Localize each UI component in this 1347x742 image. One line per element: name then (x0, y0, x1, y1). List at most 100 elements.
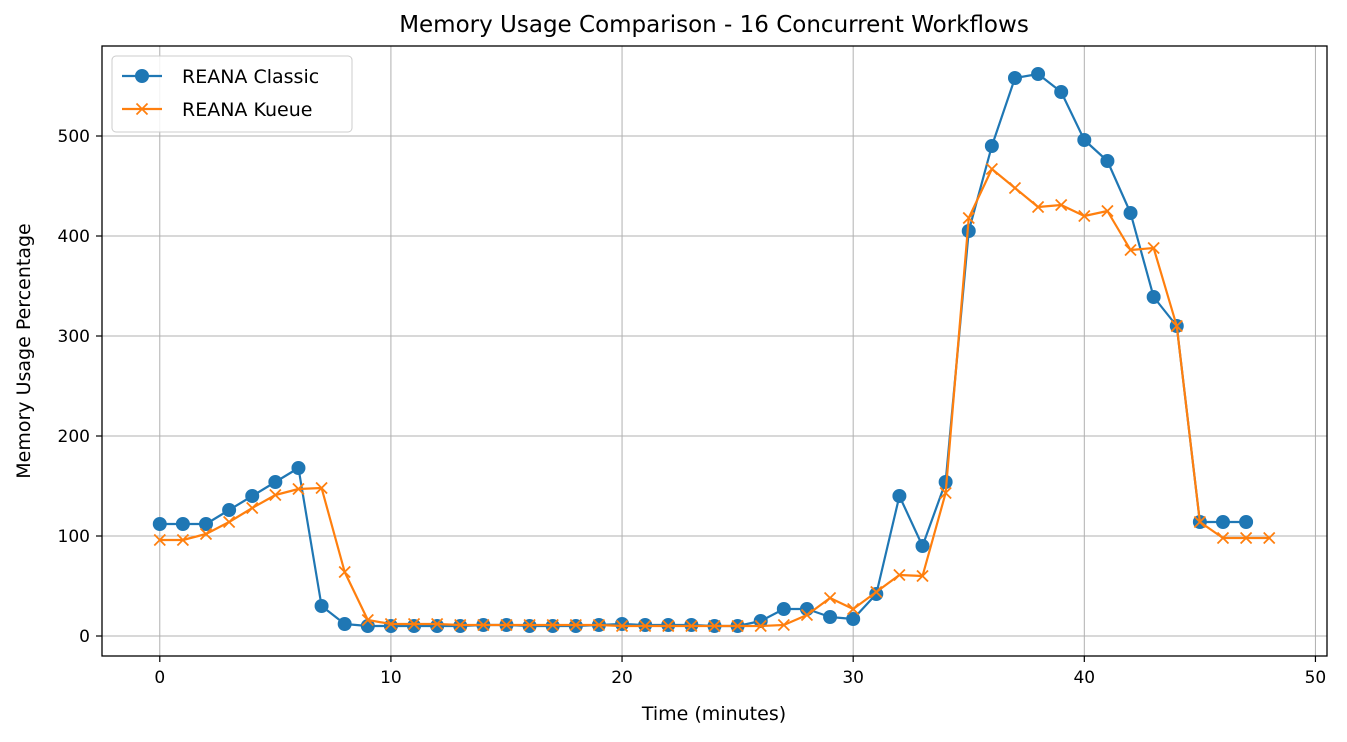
x-axis-label: Time (minutes) (641, 703, 786, 725)
data-point-reana-kueue (546, 618, 559, 632)
data-point-reana-kueue (500, 618, 513, 632)
data-point-reana-classic (799, 602, 814, 616)
data-point-reana-classic (430, 619, 445, 633)
y-tick-label: 300 (58, 327, 90, 347)
data-point-reana-kueue-stroke (199, 527, 213, 541)
data-point-reana-kueue-stroke (800, 608, 814, 622)
data-point-reana-classic (1054, 85, 1069, 99)
legend-label: REANA Kueue (182, 99, 312, 121)
data-point-reana-kueue-stroke (662, 619, 675, 633)
legend-item-reana-classic: REANA Classic (122, 66, 319, 88)
data-point-reana-kueue (1078, 209, 1091, 223)
data-point-reana-kueue-stroke (477, 618, 490, 632)
data-point-reana-kueue-stroke (685, 619, 698, 633)
data-point-reana-kueue-stroke (176, 533, 190, 547)
data-point-reana-kueue-stroke (962, 211, 975, 225)
data-point-reana-kueue (754, 619, 767, 633)
data-point-reana-kueue (338, 565, 351, 579)
data-point-reana-kueue (1170, 319, 1183, 333)
data-point-reana-kueue (939, 486, 952, 500)
grid-lines (102, 46, 1327, 656)
data-point-reana-kueue (893, 568, 906, 582)
data-point-reana-kueue (639, 619, 652, 633)
y-tick-label: 100 (58, 527, 90, 547)
data-point-reana-kueue (269, 488, 282, 502)
x-tick-label: 30 (842, 668, 864, 688)
data-point-reana-kueue-stroke (454, 618, 467, 632)
data-point-reana-kueue (407, 617, 421, 631)
data-point-reana-kueue (847, 602, 860, 616)
data-point-reana-kueue-stroke (1193, 515, 1207, 529)
x-tick-label: 10 (380, 668, 402, 688)
data-point-reana-kueue-stroke (592, 618, 606, 632)
data-point-reana-kueue (916, 569, 929, 583)
legend-label: REANA Classic (182, 66, 319, 88)
legend-box (111, 55, 353, 133)
data-point-reana-kueue-stroke (777, 618, 790, 632)
data-point-reana-kueue (685, 619, 698, 633)
data-point-reana-classic (314, 599, 329, 613)
plot-area-frame (101, 45, 1328, 657)
data-point-reana-kueue-stroke (338, 565, 351, 579)
data-point-reana-kueue (1055, 198, 1068, 212)
x-tick-label: 50 (1305, 668, 1327, 688)
data-point-reana-kueue-stroke (1239, 531, 1253, 545)
legend-marker-stroke (135, 102, 149, 116)
data-point-reana-classic (175, 517, 190, 531)
data-point-reana-kueue (823, 591, 837, 605)
data-point-reana-kueue-stroke (939, 486, 952, 500)
data-point-reana-kueue-stroke (1263, 531, 1276, 545)
y-tick-label: 0 (79, 627, 90, 647)
data-point-reana-kueue (1216, 531, 1230, 545)
data-point-reana-kueue-stroke (1078, 209, 1091, 223)
data-point-reana-kueue-stroke (500, 618, 513, 632)
data-point-reana-kueue (962, 211, 975, 225)
legend-item-reana-kueue: REANA Kueue (122, 99, 312, 121)
series-line-reana-kueue (159, 167, 1270, 628)
data-point-reana-kueue-stroke (708, 619, 721, 633)
data-point-reana-kueue (222, 515, 236, 529)
data-point-reana-kueue (292, 482, 305, 496)
data-point-reana-kueue-stroke (569, 618, 582, 632)
data-point-reana-classic (915, 539, 930, 553)
data-point-reana-kueue-stroke (870, 585, 883, 599)
data-point-reana-kueue-stroke (847, 602, 860, 616)
data-point-reana-kueue (176, 533, 190, 547)
data-point-reana-kueue-stroke (1170, 319, 1183, 333)
data-point-reana-classic (1123, 206, 1138, 220)
data-point-reana-classic (245, 489, 260, 503)
data-point-reana-kueue-stroke (246, 501, 259, 515)
data-point-reana-kueue (800, 608, 814, 622)
data-point-reana-classic (753, 614, 768, 628)
data-point-reana-kueue-stroke (292, 482, 305, 496)
data-point-reana-kueue-stroke (1055, 198, 1068, 212)
series-reana-classic (152, 67, 1254, 633)
data-point-reana-kueue (1239, 531, 1253, 545)
data-point-reana-kueue-stroke (222, 515, 236, 529)
data-point-reana-kueue-stroke (731, 619, 744, 633)
data-point-reana-kueue-stroke (1031, 200, 1045, 214)
data-point-reana-classic (1146, 290, 1161, 304)
y-axis-label: Memory Usage Percentage (13, 223, 35, 478)
data-point-reana-classic (823, 610, 838, 624)
data-point-reana-classic (1031, 67, 1046, 81)
data-point-reana-kueue-stroke (985, 162, 998, 176)
series-reana-kueue (153, 162, 1276, 633)
data-point-reana-classic (1239, 515, 1254, 529)
series-line-reana-classic (159, 72, 1247, 628)
data-point-reana-classic (199, 517, 214, 531)
data-point-reana-kueue (592, 618, 606, 632)
legend: REANA Classic REANA Kueue (111, 55, 353, 133)
data-point-reana-kueue-stroke (823, 591, 837, 605)
data-point-reana-kueue (777, 618, 790, 632)
data-point-reana-kueue (153, 533, 166, 547)
chart-title: Memory Usage Comparison - 16 Concurrent … (399, 12, 1029, 38)
data-point-reana-classic (776, 602, 791, 616)
data-point-reana-classic (222, 503, 237, 517)
data-point-reana-classic (615, 617, 630, 631)
data-point-reana-kueue (1031, 200, 1045, 214)
data-point-reana-kueue (199, 527, 213, 541)
data-point-reana-classic (984, 139, 999, 153)
